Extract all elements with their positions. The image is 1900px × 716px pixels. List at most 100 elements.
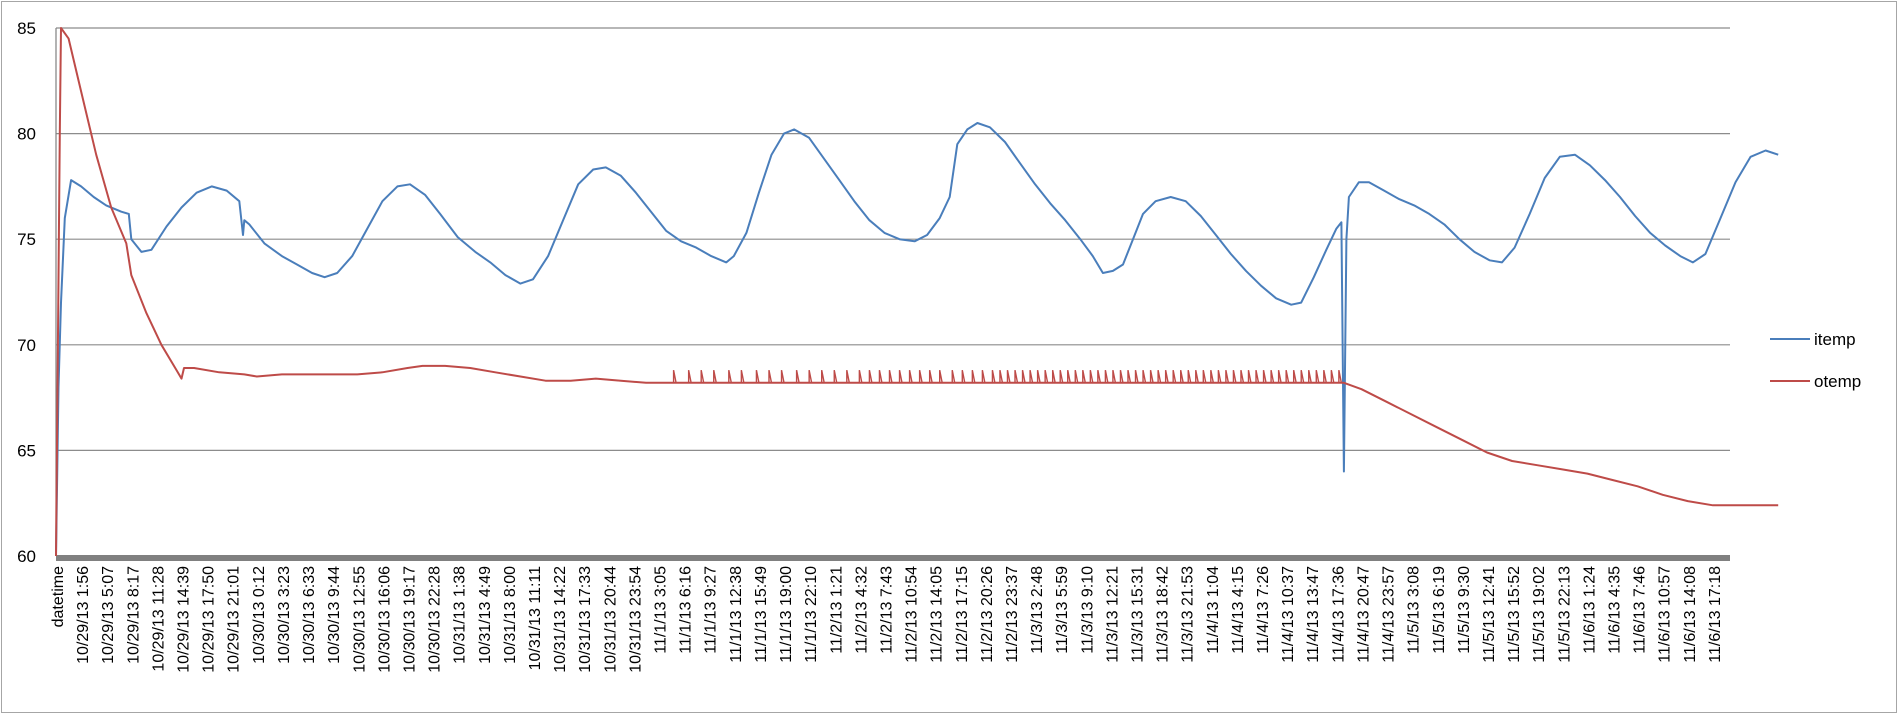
x-tick-label: 10/31/13 1:38 [452, 566, 469, 664]
otemp-spike [1059, 370, 1064, 383]
x-tick-label: 10/29/13 14:39 [176, 566, 193, 673]
x-tick-label: 11/6/13 4:35 [1607, 566, 1624, 654]
otemp-spike [1195, 370, 1199, 383]
x-tick-label: 11/6/13 14:08 [1682, 566, 1699, 663]
otemp-spike [700, 370, 705, 383]
x-tick-label: 11/3/13 12:21 [1104, 566, 1121, 663]
x-tick-label: 10/30/13 19:17 [401, 566, 418, 673]
otemp-spike [1051, 370, 1056, 383]
otemp-spike [687, 370, 692, 383]
series-line-otemp [55, 27, 1779, 557]
otemp-spike [755, 370, 760, 383]
otemp-spike [898, 370, 903, 383]
x-tick-label: 11/2/13 20:26 [979, 566, 996, 663]
otemp-spike [1164, 370, 1169, 383]
otemp-spike [1029, 370, 1034, 383]
x-axis-line [56, 555, 1730, 561]
y-tick-label: 70 [17, 336, 36, 355]
otemp-spike [888, 370, 893, 383]
x-tick-label: 11/5/13 3:08 [1406, 566, 1423, 654]
x-tick-label: 11/6/13 10:57 [1657, 566, 1674, 663]
otemp-spike [1036, 370, 1041, 383]
otemp-spike [1330, 370, 1335, 383]
x-tick-label: 11/2/13 14:05 [929, 566, 946, 663]
otemp-spike [1315, 370, 1320, 383]
x-tick-label: 10/30/13 3:23 [276, 566, 293, 664]
otemp-spike [991, 370, 996, 383]
x-tick-label: 10/31/13 11:11 [527, 566, 544, 670]
x-tick-label: 10/31/13 14:22 [552, 566, 569, 673]
otemp-spike [1323, 370, 1327, 383]
otemp-spike [938, 370, 943, 383]
x-tick-label: 10/29/13 1:56 [75, 566, 92, 664]
otemp-spike [981, 370, 986, 383]
x-tick-label: 11/4/13 10:37 [1280, 566, 1297, 663]
x-tick-label: 10/29/13 11:28 [150, 566, 167, 672]
otemp-spike [1180, 370, 1184, 383]
otemp-spike [1157, 370, 1162, 383]
otemp-spike [1134, 370, 1139, 383]
otemp-spike [908, 370, 913, 383]
x-tick-label: 11/2/13 23:37 [1004, 566, 1021, 663]
otemp-spike [1300, 370, 1305, 383]
x-tick-label: datetime [50, 566, 67, 627]
y-tick-label: 85 [17, 19, 36, 38]
otemp-spike [728, 370, 733, 383]
x-tick-label: 10/30/13 0:12 [251, 566, 268, 664]
otemp-spike [1067, 370, 1071, 383]
otemp-spike [928, 370, 933, 383]
y-axis: 60 65 70 75 80 85 [17, 19, 57, 566]
otemp-spike [1202, 370, 1207, 383]
otemp-spike [1187, 370, 1192, 383]
otemp-spike [1172, 370, 1177, 383]
otemp-spike [1142, 370, 1147, 383]
otemp-spike [1270, 370, 1275, 383]
x-tick-label: 11/5/13 22:13 [1556, 566, 1573, 663]
otemp-spike [1255, 370, 1260, 383]
y-tick-label: 80 [17, 125, 36, 144]
x-tick-label: 11/2/13 4:32 [853, 566, 870, 654]
x-tick-label: 10/30/13 12:55 [351, 566, 368, 673]
x-tick-label: 10/31/13 17:33 [577, 566, 594, 673]
x-tick-label: 11/5/13 12:41 [1481, 566, 1498, 663]
x-tick-label: 10/30/13 6:33 [301, 566, 318, 664]
otemp-spike [1089, 370, 1094, 383]
series-line-itemp [55, 122, 1779, 557]
y-tick-label: 75 [17, 230, 36, 249]
otemp-spike [1292, 370, 1297, 383]
x-tick-label: 11/4/13 4:15 [1230, 566, 1247, 654]
x-tick-label: 11/3/13 2:48 [1029, 566, 1046, 654]
x-tick-label: 11/3/13 5:59 [1054, 566, 1071, 654]
otemp-spike [951, 370, 956, 383]
otemp-spike [1225, 370, 1230, 383]
otemp-spike [846, 370, 850, 383]
otemp-spike [1210, 370, 1215, 383]
legend: itemp otemp [1770, 330, 1861, 391]
x-tick-label: 10/31/13 23:54 [627, 566, 644, 673]
x-tick-label: 10/31/13 20:44 [602, 566, 619, 673]
otemp-spike [795, 370, 800, 383]
otemp-spike [1112, 370, 1117, 383]
x-axis: datetime 10/29/13 1:56 10/29/13 5:07 10/29/… [50, 555, 1730, 673]
x-tick-label: 11/1/13 6:16 [678, 566, 695, 654]
x-tick-label: 11/3/13 18:42 [1155, 566, 1172, 663]
x-tick-label: 11/5/13 15:52 [1506, 566, 1523, 663]
x-tick-label: 10/29/13 5:07 [100, 566, 117, 664]
otemp-spike [672, 370, 677, 383]
otemp-spike [1240, 370, 1245, 383]
otemp-spike [1104, 370, 1109, 383]
otemp-spike [1119, 370, 1124, 383]
x-tick-label: 11/6/13 7:46 [1632, 566, 1649, 654]
x-tick-label: 11/4/13 17:36 [1330, 566, 1347, 663]
otemp-spike [918, 370, 923, 383]
x-tick-label: 11/6/13 17:18 [1707, 566, 1724, 663]
x-tick-label: 11/1/13 3:05 [653, 566, 670, 654]
x-tick-label: 11/6/13 1:24 [1581, 566, 1598, 654]
otemp-spike [1338, 370, 1343, 383]
otemp-spike [1232, 370, 1237, 383]
otemp-spike [1097, 370, 1102, 383]
legend-label-otemp: otemp [1814, 372, 1861, 391]
legend-label-itemp: itemp [1814, 330, 1856, 349]
otemp-spike [1006, 370, 1011, 383]
